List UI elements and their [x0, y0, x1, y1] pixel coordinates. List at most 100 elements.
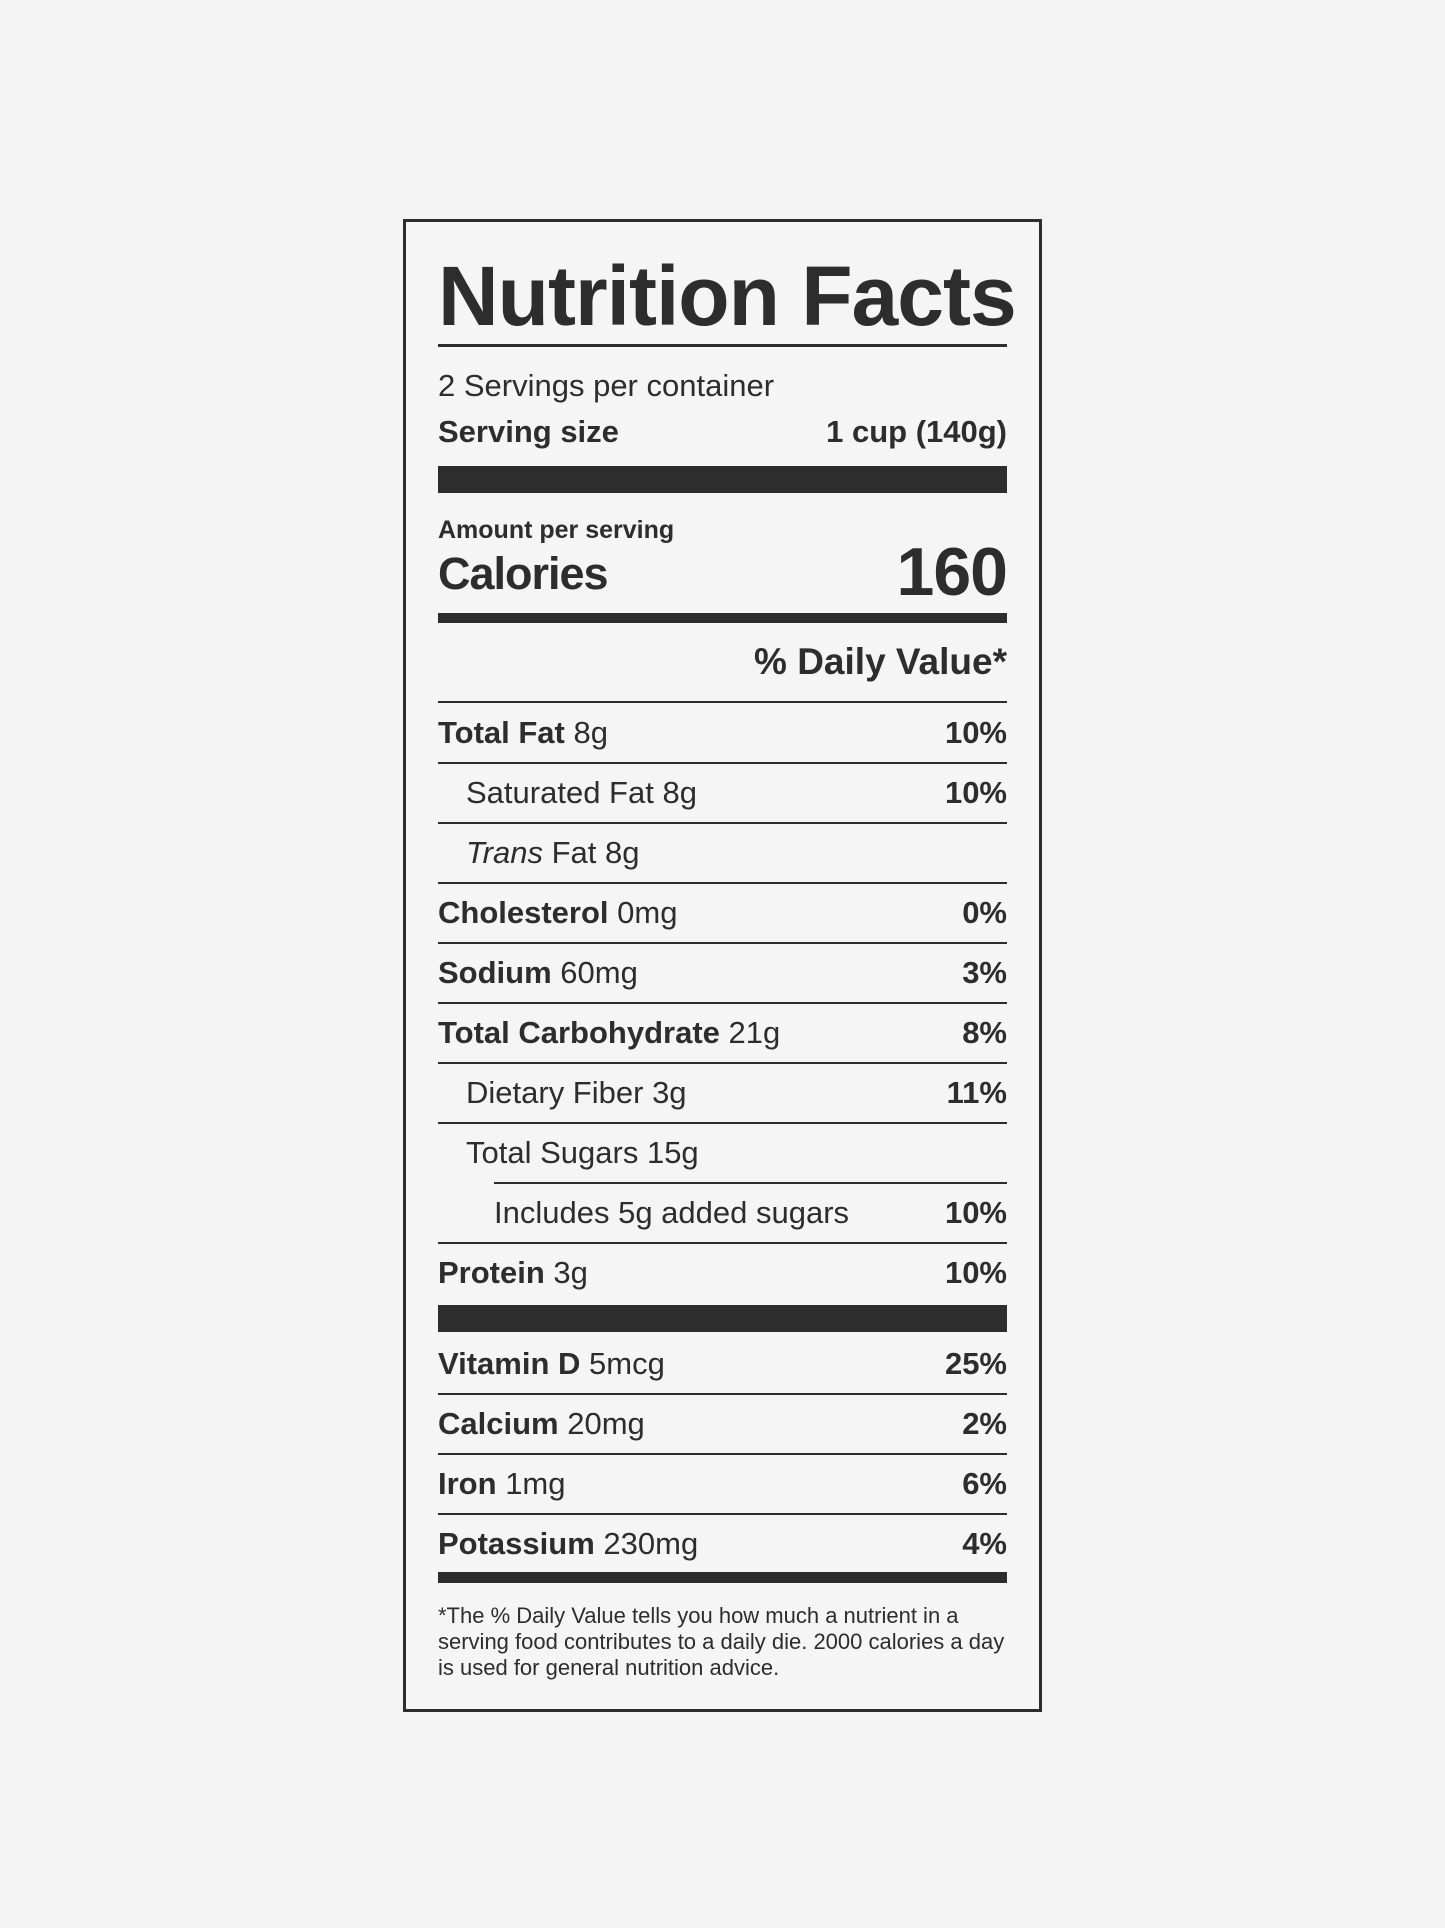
nutrient-name: Cholesterol: [438, 895, 609, 930]
daily-value-percent: 10%: [944, 1195, 1007, 1230]
row-rule: [438, 1122, 1007, 1124]
row-rule: [438, 701, 1007, 703]
row-rule: [438, 1002, 1007, 1004]
nutrient-name: Sodium: [438, 955, 552, 990]
nutrient-row: Cholesterol 0mg 0%: [438, 883, 1007, 943]
footnote: *The % Daily Value tells you how much a …: [438, 1603, 1005, 1680]
daily-value-percent: 6%: [962, 1466, 1007, 1501]
daily-value-percent: 10%: [944, 1255, 1007, 1290]
calories-bar: [438, 613, 1007, 623]
daily-value-text: % Daily Value*: [754, 641, 1007, 682]
bottom-bar: [438, 1572, 1007, 1583]
nutrient-amount: 5mcg: [589, 1346, 665, 1381]
nutrient-name: Vitamin D: [438, 1346, 581, 1381]
nutrient-amount: 15g: [646, 1135, 699, 1170]
nutrient-name-amount: Vitamin D 5mcg: [438, 1346, 665, 1382]
nutrient-name: Total Fat: [438, 715, 565, 750]
nutrient-amount: 8g: [605, 835, 640, 870]
nutrient-row: Trans Fat 8g: [466, 823, 1007, 883]
nutrient-name: Trans: [466, 835, 543, 870]
daily-value-percent: 11%: [946, 1075, 1007, 1110]
daily-value-percent: 2%: [962, 1406, 1007, 1441]
nutrient-amount: 230mg: [603, 1526, 699, 1561]
nutrient-amount: 60mg: [560, 955, 638, 990]
row-rule: [438, 942, 1007, 944]
nutrient-row: Dietary Fiber 3g 11%: [466, 1063, 1007, 1123]
row-rule: [438, 1393, 1007, 1395]
thick-bar: [438, 1305, 1007, 1332]
nutrient-row: Saturated Fat 8g 10%: [466, 763, 1007, 823]
daily-value-percent: 10%: [944, 715, 1007, 750]
vitamin-row: Potassium 230mg 4%: [438, 1514, 1007, 1574]
amount-per-serving: Amount per serving: [438, 514, 1007, 546]
nutrient-name: Dietary Fiber: [466, 1075, 644, 1110]
servings-text: 2 Servings per container: [438, 368, 775, 403]
nutrient-name-amount: Iron 1mg: [438, 1466, 566, 1502]
nutrient-amount: 8g: [573, 715, 608, 750]
nutrient-row: Includes 5g added sugars 10%: [494, 1183, 1007, 1243]
nutrient-name: Calcium: [438, 1406, 559, 1441]
row-rule: [438, 822, 1007, 824]
serving-size-row: Serving size 1 cup (140g): [438, 412, 1007, 452]
vitamin-row: Vitamin D 5mcg 25%: [438, 1334, 1007, 1394]
title-rule: [438, 344, 1007, 347]
vitamin-row: Calcium 20mg 2%: [438, 1394, 1007, 1454]
row-rule: [438, 1062, 1007, 1064]
daily-value-percent: 10%: [944, 775, 1007, 810]
nutrient-amount: 20mg: [567, 1406, 645, 1441]
nutrient-amount: 21g: [728, 1015, 781, 1050]
nutrient-name: Total Carbohydrate: [438, 1015, 720, 1050]
nutrient-amount: 3g: [652, 1075, 687, 1110]
nutrient-name-suffix: Fat: [551, 835, 597, 870]
nutrient-name-amount: Sodium 60mg: [438, 955, 638, 991]
nutrient-name-amount: Trans Fat 8g: [466, 835, 639, 871]
nutrient-name-amount: Potassium 230mg: [438, 1526, 698, 1562]
nutrient-amount: 3g: [553, 1255, 588, 1290]
thick-bar: [438, 466, 1007, 493]
nutrient-row: Total Carbohydrate 21g 8%: [438, 1003, 1007, 1063]
nutrient-name: Includes 5g added sugars: [494, 1195, 850, 1230]
vitamin-row: Iron 1mg 6%: [438, 1454, 1007, 1514]
label-title: Nutrition Facts: [438, 249, 1017, 343]
nutrient-name: Total Sugars: [466, 1135, 639, 1170]
daily-value-percent: 0%: [962, 895, 1007, 930]
amount-per-serving-text: Amount per serving: [438, 515, 675, 544]
nutrient-name-amount: Total Sugars 15g: [466, 1135, 699, 1171]
servings-per-container: 2 Servings per container: [438, 366, 1007, 406]
daily-value-header: % Daily Value*: [438, 638, 1007, 686]
daily-value-percent: 25%: [944, 1346, 1007, 1381]
nutrient-name-amount: Total Carbohydrate 21g: [438, 1015, 780, 1051]
nutrient-name-amount: Cholesterol 0mg: [438, 895, 677, 931]
nutrient-name: Saturated Fat: [466, 775, 654, 810]
daily-value-percent: 3%: [962, 955, 1007, 990]
nutrient-name-amount: Calcium 20mg: [438, 1406, 645, 1442]
nutrient-amount: 1mg: [505, 1466, 566, 1501]
nutrient-row: Sodium 60mg 3%: [438, 943, 1007, 1003]
nutrient-name: Protein: [438, 1255, 545, 1290]
calories-value: 160: [896, 534, 1008, 610]
serving-size-value: 1 cup (140g): [826, 414, 1007, 449]
row-rule: [494, 1182, 1007, 1184]
nutrient-name-amount: Saturated Fat 8g: [466, 775, 697, 811]
nutrient-name-amount: Total Fat 8g: [438, 715, 608, 751]
serving-size-label: Serving size: [438, 414, 619, 449]
row-rule: [438, 882, 1007, 884]
row-rule: [438, 1242, 1007, 1244]
nutrient-row: Total Fat 8g 10%: [438, 703, 1007, 763]
row-rule: [438, 1453, 1007, 1455]
daily-value-percent: 8%: [962, 1015, 1007, 1050]
daily-value-percent: 4%: [962, 1526, 1007, 1561]
nutrition-facts-label: Nutrition Facts 2 Servings per container…: [403, 219, 1042, 1712]
nutrient-name: Potassium: [438, 1526, 595, 1561]
nutrient-name-amount: Dietary Fiber 3g: [466, 1075, 687, 1111]
calories-label: Calories: [438, 548, 609, 599]
nutrient-name-amount: Protein 3g: [438, 1255, 588, 1291]
nutrient-amount: 0mg: [617, 895, 678, 930]
nutrient-name: Iron: [438, 1466, 497, 1501]
calories-row: Calories 160: [438, 534, 1008, 610]
row-rule: [438, 1513, 1007, 1515]
nutrient-row: Total Sugars 15g: [466, 1123, 1007, 1183]
nutrient-amount: 8g: [662, 775, 697, 810]
nutrient-row: Protein 3g 10%: [438, 1243, 1007, 1303]
row-rule: [438, 762, 1007, 764]
